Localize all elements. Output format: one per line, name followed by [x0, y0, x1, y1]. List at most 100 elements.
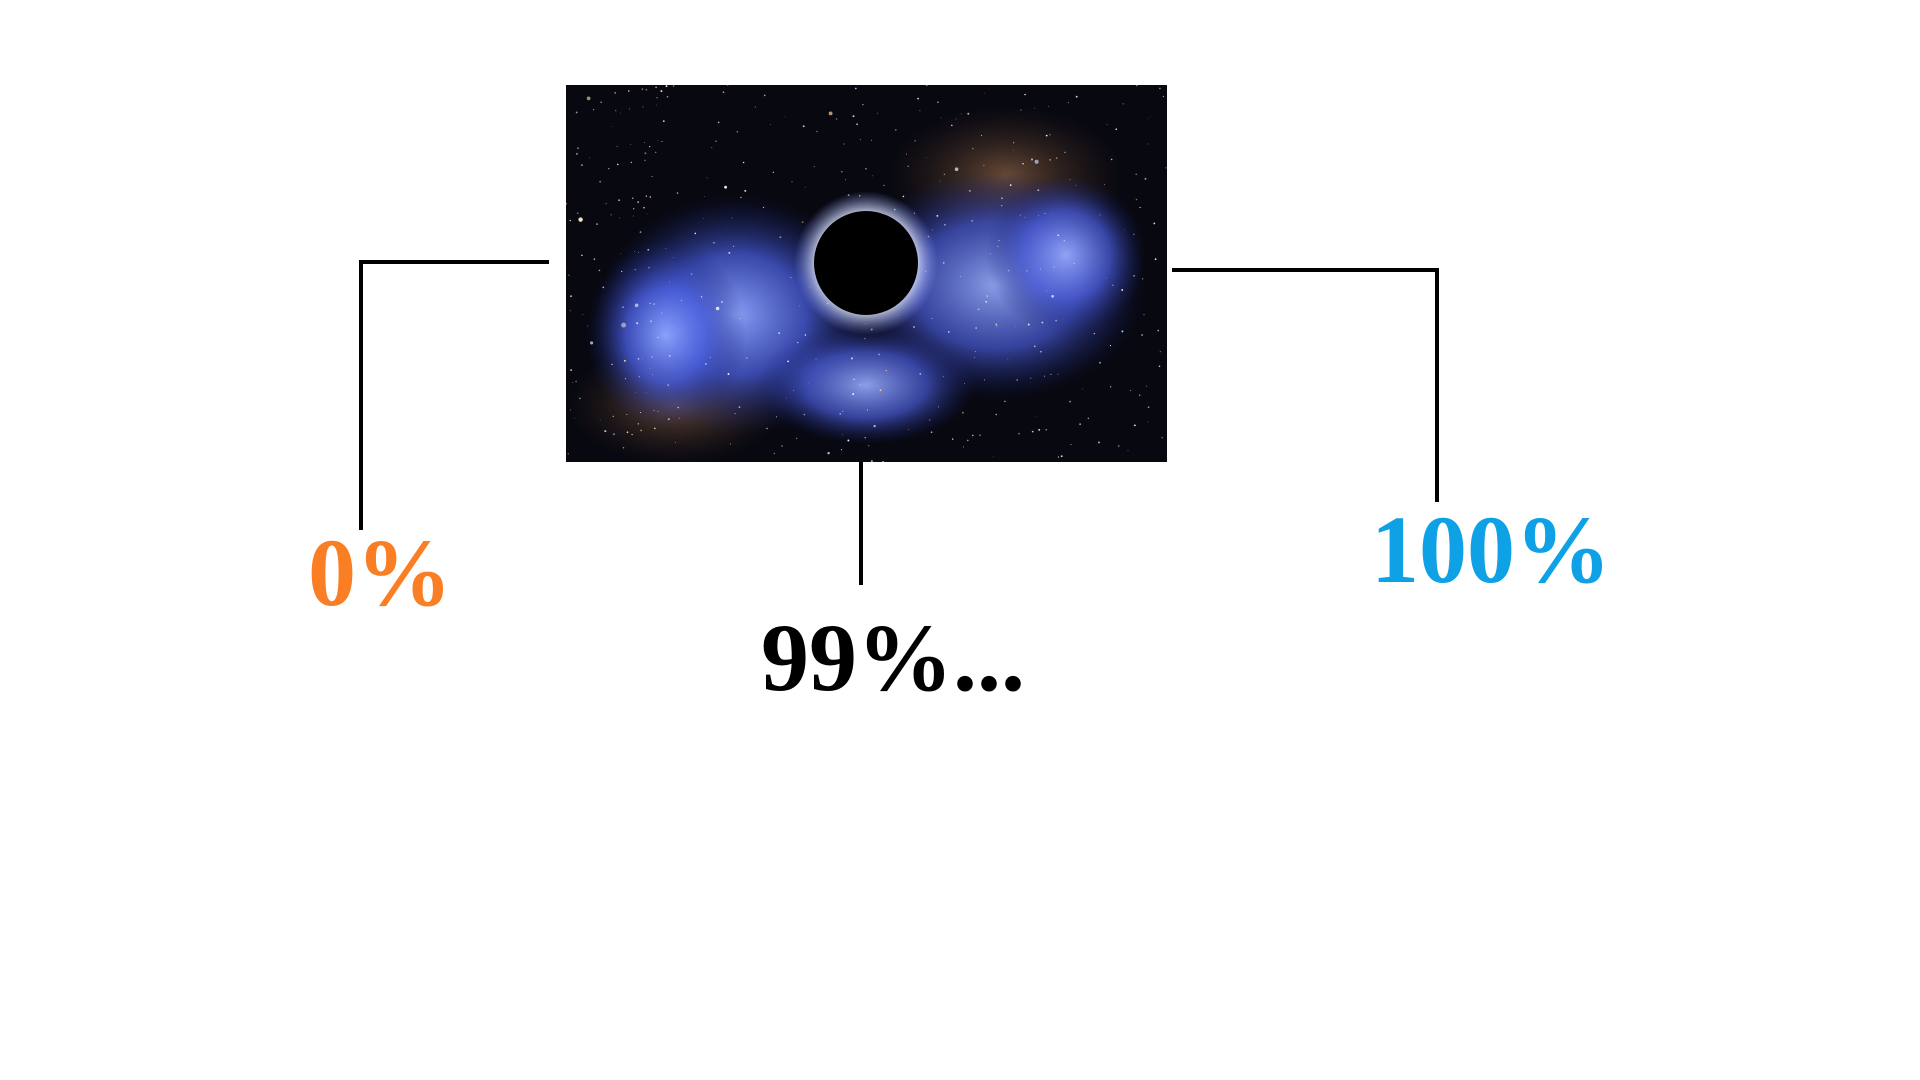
star — [906, 153, 907, 155]
star — [868, 445, 870, 447]
star — [971, 220, 974, 222]
star — [964, 383, 965, 384]
star — [573, 417, 575, 419]
star — [769, 124, 771, 125]
star — [799, 305, 801, 307]
star — [676, 192, 679, 194]
star — [694, 232, 697, 235]
star — [713, 241, 715, 244]
star — [853, 378, 855, 381]
star — [902, 195, 905, 198]
star — [704, 196, 705, 197]
star — [1057, 373, 1059, 375]
star — [1019, 214, 1021, 216]
star — [600, 101, 602, 103]
star — [1135, 173, 1137, 175]
star — [802, 125, 805, 128]
star — [998, 240, 1000, 242]
star — [1117, 445, 1120, 447]
star — [847, 439, 850, 442]
star — [656, 104, 658, 106]
star — [599, 181, 601, 183]
star — [649, 196, 652, 198]
star — [943, 173, 946, 176]
star — [930, 431, 933, 433]
star — [589, 157, 590, 159]
star — [662, 120, 665, 122]
star — [804, 334, 807, 336]
star — [793, 390, 795, 391]
star — [608, 167, 610, 170]
star — [967, 112, 970, 115]
star — [655, 151, 657, 153]
star — [1121, 289, 1124, 291]
connector-line-right — [1172, 268, 1439, 502]
star — [878, 353, 881, 356]
star — [852, 393, 855, 396]
star — [624, 378, 627, 380]
star — [980, 134, 983, 137]
star — [1041, 321, 1044, 324]
star — [1038, 215, 1039, 216]
star — [654, 427, 656, 430]
star — [706, 177, 708, 179]
star — [1024, 93, 1026, 96]
star — [653, 303, 655, 305]
star — [620, 112, 621, 114]
star — [643, 206, 645, 209]
star — [894, 129, 897, 131]
star — [1154, 258, 1157, 261]
star — [651, 176, 653, 178]
star — [1009, 184, 1012, 186]
star — [569, 310, 571, 312]
star — [742, 161, 745, 164]
star — [773, 452, 776, 455]
star — [627, 90, 630, 92]
star — [1157, 329, 1160, 332]
star — [1151, 151, 1153, 153]
star — [615, 110, 617, 112]
star — [647, 248, 650, 251]
star — [931, 317, 933, 319]
star — [839, 413, 841, 415]
star — [801, 221, 804, 223]
black-hole-image-svg — [566, 85, 1167, 462]
star — [738, 406, 741, 408]
star — [844, 179, 846, 181]
star — [836, 118, 838, 120]
star — [955, 118, 957, 120]
star — [1016, 379, 1018, 381]
star — [645, 195, 647, 197]
star — [602, 286, 605, 289]
star — [1047, 105, 1049, 107]
star — [1007, 358, 1009, 360]
star — [942, 376, 944, 378]
star — [864, 337, 866, 340]
star — [572, 381, 574, 383]
star — [979, 434, 981, 436]
star — [870, 139, 872, 141]
star — [586, 96, 591, 101]
star — [650, 320, 652, 323]
star — [632, 215, 634, 217]
star — [1105, 277, 1107, 279]
star — [985, 300, 988, 303]
star — [642, 359, 643, 360]
star — [645, 88, 648, 91]
star — [815, 358, 817, 360]
star — [1001, 204, 1003, 207]
star — [661, 141, 663, 142]
star — [728, 251, 731, 254]
star — [1147, 421, 1149, 423]
star — [808, 382, 809, 384]
star — [668, 354, 671, 357]
star — [1093, 332, 1096, 335]
star — [729, 443, 731, 445]
star — [992, 456, 994, 458]
star — [1141, 334, 1143, 336]
star — [1001, 197, 1003, 200]
star — [634, 268, 636, 271]
star — [1110, 386, 1112, 388]
star — [984, 92, 985, 94]
